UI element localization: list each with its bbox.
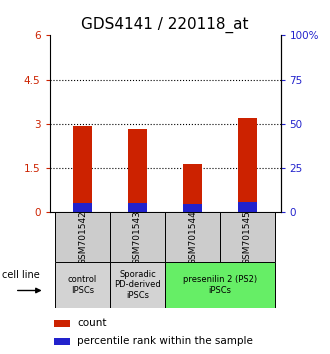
Bar — [165, 262, 275, 308]
Text: control
IPSCs: control IPSCs — [68, 275, 97, 295]
Title: GDS4141 / 220118_at: GDS4141 / 220118_at — [81, 16, 249, 33]
Bar — [220, 212, 275, 262]
Bar — [110, 212, 165, 262]
Bar — [55, 262, 110, 308]
Bar — [238, 202, 257, 212]
Bar — [54, 320, 70, 327]
Text: Sporadic
PD-derived
iPSCs: Sporadic PD-derived iPSCs — [114, 270, 161, 300]
Bar — [55, 212, 110, 262]
Text: GSM701544: GSM701544 — [188, 210, 197, 264]
Text: percentile rank within the sample: percentile rank within the sample — [77, 336, 253, 346]
Text: count: count — [77, 318, 107, 328]
Bar — [128, 203, 147, 212]
Text: presenilin 2 (PS2)
iPSCs: presenilin 2 (PS2) iPSCs — [183, 275, 257, 295]
Bar — [183, 164, 202, 212]
Bar — [128, 129, 147, 212]
Text: GSM701542: GSM701542 — [78, 210, 87, 264]
Bar — [73, 126, 92, 212]
Bar — [165, 212, 220, 262]
Text: GSM701543: GSM701543 — [133, 210, 142, 265]
Text: cell line: cell line — [3, 270, 40, 280]
Text: GSM701545: GSM701545 — [243, 210, 252, 265]
Bar — [54, 338, 70, 345]
Bar — [73, 202, 92, 212]
Bar — [238, 118, 257, 212]
Bar — [110, 262, 165, 308]
Bar — [183, 205, 202, 212]
